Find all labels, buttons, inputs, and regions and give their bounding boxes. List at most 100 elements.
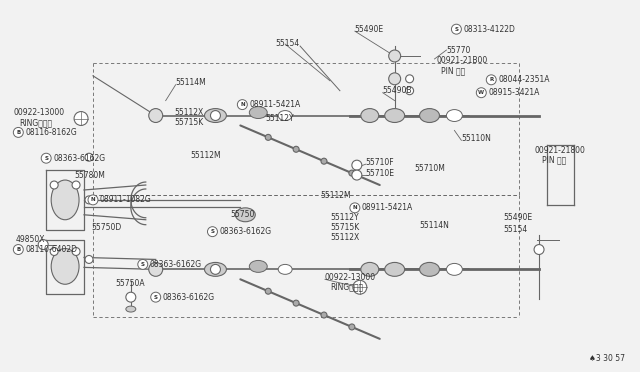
Ellipse shape <box>250 107 268 119</box>
Text: 08363-6162G: 08363-6162G <box>150 260 202 269</box>
Text: S: S <box>154 295 157 300</box>
Text: PIN ピン: PIN ピン <box>442 66 466 76</box>
Text: 55114N: 55114N <box>420 221 449 230</box>
Text: 00921-21B00: 00921-21B00 <box>436 57 488 65</box>
Circle shape <box>50 181 58 189</box>
Text: 55780M: 55780M <box>74 171 105 180</box>
Text: S: S <box>44 156 48 161</box>
Text: 08044-2351A: 08044-2351A <box>498 75 550 84</box>
Text: 08363-6162G: 08363-6162G <box>53 154 106 163</box>
Text: 55715K: 55715K <box>175 118 204 127</box>
Circle shape <box>38 240 48 250</box>
Ellipse shape <box>51 248 79 284</box>
Ellipse shape <box>51 180 79 220</box>
Circle shape <box>85 256 93 263</box>
Ellipse shape <box>420 262 440 276</box>
Circle shape <box>74 112 88 125</box>
Ellipse shape <box>250 260 268 272</box>
Text: 55710M: 55710M <box>415 164 445 173</box>
Circle shape <box>534 244 544 254</box>
Text: 55112Y: 55112Y <box>330 213 358 222</box>
Ellipse shape <box>205 262 227 276</box>
Circle shape <box>72 247 80 256</box>
Text: 55112M: 55112M <box>191 151 221 160</box>
Text: 55750A: 55750A <box>115 279 145 288</box>
Text: N: N <box>353 205 357 210</box>
Circle shape <box>388 50 401 62</box>
Text: 55750: 55750 <box>230 210 255 219</box>
Circle shape <box>211 264 220 274</box>
Text: 55770: 55770 <box>447 45 471 55</box>
Ellipse shape <box>447 263 462 275</box>
Text: R: R <box>489 77 493 82</box>
Text: S: S <box>141 262 145 267</box>
Ellipse shape <box>361 109 379 122</box>
Text: ♠3 30 57: ♠3 30 57 <box>589 354 625 363</box>
Text: 08116-8162G: 08116-8162G <box>26 128 77 137</box>
Text: 55710F: 55710F <box>366 158 394 167</box>
Text: N: N <box>240 102 244 107</box>
Circle shape <box>352 160 362 170</box>
Text: 55710E: 55710E <box>366 169 395 177</box>
Circle shape <box>148 109 163 122</box>
Text: 08915-3421A: 08915-3421A <box>488 88 540 97</box>
Circle shape <box>293 146 299 152</box>
Circle shape <box>13 128 23 137</box>
Circle shape <box>350 203 360 213</box>
Ellipse shape <box>420 109 440 122</box>
Circle shape <box>349 324 355 330</box>
Circle shape <box>148 262 163 276</box>
Text: 55490E: 55490E <box>503 213 532 222</box>
Text: 55750D: 55750D <box>91 223 121 232</box>
Circle shape <box>85 153 93 161</box>
Text: 55112M: 55112M <box>320 192 351 201</box>
Text: W: W <box>478 90 484 95</box>
Circle shape <box>406 75 413 83</box>
Text: 55490E: 55490E <box>355 25 384 34</box>
Text: 55154: 55154 <box>275 39 300 48</box>
Circle shape <box>13 244 23 254</box>
Text: RINGリング: RINGリング <box>19 118 52 127</box>
Text: 55154: 55154 <box>503 225 527 234</box>
Ellipse shape <box>126 306 136 312</box>
Circle shape <box>353 280 367 294</box>
Text: 55112Y: 55112Y <box>265 114 294 123</box>
Ellipse shape <box>278 264 292 274</box>
Circle shape <box>476 88 486 98</box>
Text: RINGリング: RINGリング <box>330 283 363 292</box>
Text: 00921-21800: 00921-21800 <box>534 146 585 155</box>
Ellipse shape <box>236 208 255 222</box>
Circle shape <box>486 75 496 85</box>
Text: 55114M: 55114M <box>175 78 206 87</box>
Circle shape <box>406 87 413 95</box>
Circle shape <box>237 100 247 110</box>
Text: 55112X: 55112X <box>330 233 359 242</box>
Circle shape <box>321 312 327 318</box>
Circle shape <box>85 196 93 204</box>
Circle shape <box>126 292 136 302</box>
Text: S: S <box>211 229 214 234</box>
Text: B: B <box>16 247 20 252</box>
Ellipse shape <box>447 110 462 122</box>
Circle shape <box>211 110 220 121</box>
Text: 00922-13000: 00922-13000 <box>325 273 376 282</box>
Circle shape <box>151 292 161 302</box>
Text: N: N <box>91 198 95 202</box>
Circle shape <box>265 134 271 140</box>
Text: 08110-6402D: 08110-6402D <box>26 245 77 254</box>
Circle shape <box>293 300 299 306</box>
Circle shape <box>321 158 327 164</box>
Text: S: S <box>454 27 458 32</box>
Text: PIN ピン: PIN ピン <box>542 156 566 165</box>
Text: 08911-1082G: 08911-1082G <box>100 195 152 204</box>
Ellipse shape <box>385 262 404 276</box>
Text: 08911-5421A: 08911-5421A <box>362 203 413 212</box>
Circle shape <box>138 259 148 269</box>
Ellipse shape <box>361 262 379 276</box>
Circle shape <box>388 73 401 85</box>
Circle shape <box>88 195 98 205</box>
Ellipse shape <box>385 109 404 122</box>
Text: 08363-6162G: 08363-6162G <box>163 293 215 302</box>
Circle shape <box>349 170 355 176</box>
Circle shape <box>265 288 271 294</box>
